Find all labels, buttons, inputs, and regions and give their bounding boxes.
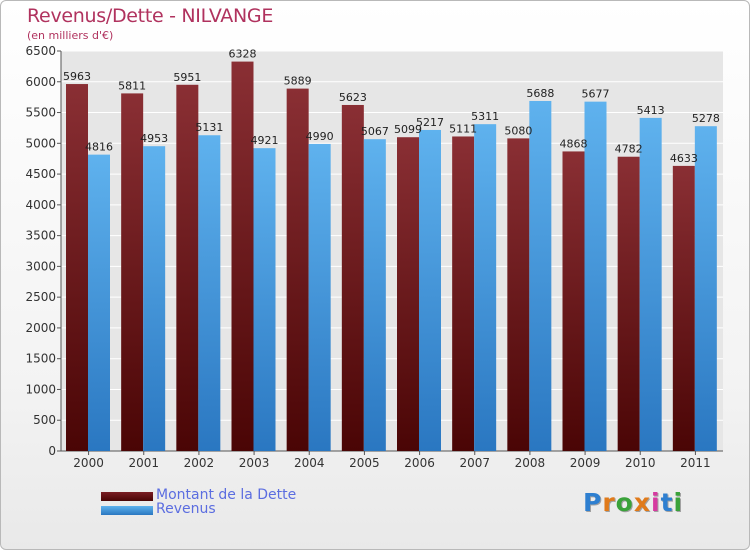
y-tick-label: 500 <box>33 413 56 427</box>
legend-label-dette: Montant de la Dette <box>156 487 297 503</box>
y-tick-label: 5000 <box>25 136 56 150</box>
bar-dette <box>231 61 254 451</box>
y-tick-label: 3500 <box>25 229 56 243</box>
bar-dette <box>452 136 475 451</box>
y-tick-label: 0 <box>48 444 56 458</box>
y-tick-label: 5500 <box>25 106 56 120</box>
data-label: 5623 <box>339 91 367 104</box>
y-tick-label: 4500 <box>25 167 56 181</box>
logo-letter: o <box>615 488 634 517</box>
bar-revenus <box>88 154 110 451</box>
x-tick-label: 2007 <box>459 456 490 470</box>
logo-letter: i <box>651 488 661 517</box>
data-label: 5131 <box>195 121 223 134</box>
proxiti-logo: Proxiti <box>583 488 683 517</box>
data-label: 4816 <box>85 141 113 154</box>
x-tick-label: 2001 <box>128 456 159 470</box>
bar-dette <box>397 137 419 451</box>
data-label: 6328 <box>229 48 257 61</box>
y-tick-label: 1000 <box>25 382 56 396</box>
logo-letter: t <box>660 488 674 517</box>
data-label: 5677 <box>582 88 610 101</box>
bar-dette <box>341 104 364 451</box>
x-tick-label: 2009 <box>570 456 601 470</box>
bar-dette <box>507 138 530 451</box>
bar-revenus <box>308 143 331 451</box>
y-tick-label: 6500 <box>25 44 56 58</box>
data-label: 5311 <box>471 110 499 123</box>
bar-revenus <box>143 146 166 451</box>
data-label: 4868 <box>560 137 588 150</box>
data-label: 5951 <box>173 71 201 84</box>
legend-swatch-revenus <box>101 506 153 515</box>
x-tick-label: 2008 <box>515 456 546 470</box>
data-label: 4921 <box>251 134 279 147</box>
logo-letter: i <box>673 488 684 517</box>
chart-title: Revenus/Dette - NILVANGE <box>27 5 274 27</box>
data-label: 4633 <box>670 152 698 165</box>
y-tick-label: 2500 <box>25 290 56 304</box>
x-tick-label: 2003 <box>239 456 270 470</box>
y-tick-label: 4000 <box>25 198 56 212</box>
bar-revenus <box>474 124 497 452</box>
data-label: 5688 <box>526 87 554 100</box>
y-tick-label: 1500 <box>25 352 56 366</box>
x-tick-label: 2010 <box>625 456 656 470</box>
x-tick-label: 2006 <box>404 456 435 470</box>
bar-revenus <box>363 139 386 451</box>
data-label: 4953 <box>140 132 168 145</box>
data-label: 5217 <box>416 116 444 129</box>
x-tick-label: 2005 <box>349 456 380 470</box>
x-tick-label: 2002 <box>184 456 215 470</box>
x-tick-label: 2004 <box>294 456 325 470</box>
logo-letter: r <box>602 488 616 517</box>
data-label: 4782 <box>615 143 643 156</box>
bar-dette <box>66 84 88 452</box>
x-tick-label: 2000 <box>73 456 104 470</box>
bar-dette <box>562 151 585 451</box>
chart-subtitle: (en milliers d'€) <box>27 29 114 42</box>
plot-area <box>61 51 723 451</box>
bar-revenus <box>198 135 221 451</box>
data-label: 5963 <box>63 70 91 83</box>
data-label: 5099 <box>394 123 422 136</box>
bar-dette <box>176 84 199 452</box>
data-label: 5111 <box>449 122 477 135</box>
data-label: 5413 <box>637 104 665 117</box>
bar-revenus <box>694 126 717 451</box>
bar-revenus <box>253 148 276 451</box>
bar-dette <box>672 165 695 451</box>
bar-revenus <box>639 117 662 452</box>
bar-revenus <box>529 100 552 451</box>
y-tick-label: 2000 <box>25 321 56 335</box>
data-label: 5889 <box>284 75 312 88</box>
bar-revenus <box>419 129 441 451</box>
logo-letter: P <box>583 488 603 517</box>
legend-label-revenus: Revenus <box>156 501 216 517</box>
bar-dette <box>286 88 309 451</box>
bar-revenus <box>584 101 607 452</box>
data-label: 5067 <box>361 125 389 138</box>
bar-dette <box>617 156 640 451</box>
bar-dette <box>121 93 144 452</box>
x-tick-label: 2011 <box>680 456 711 470</box>
data-label: 5278 <box>692 112 720 125</box>
logo-letter: x <box>633 488 651 517</box>
data-label: 4990 <box>306 130 334 143</box>
y-tick-label: 6000 <box>25 75 56 89</box>
data-label: 5080 <box>504 124 532 137</box>
y-tick-label: 3000 <box>25 259 56 273</box>
legend-swatch-dette <box>101 492 153 501</box>
data-label: 5811 <box>118 79 146 92</box>
